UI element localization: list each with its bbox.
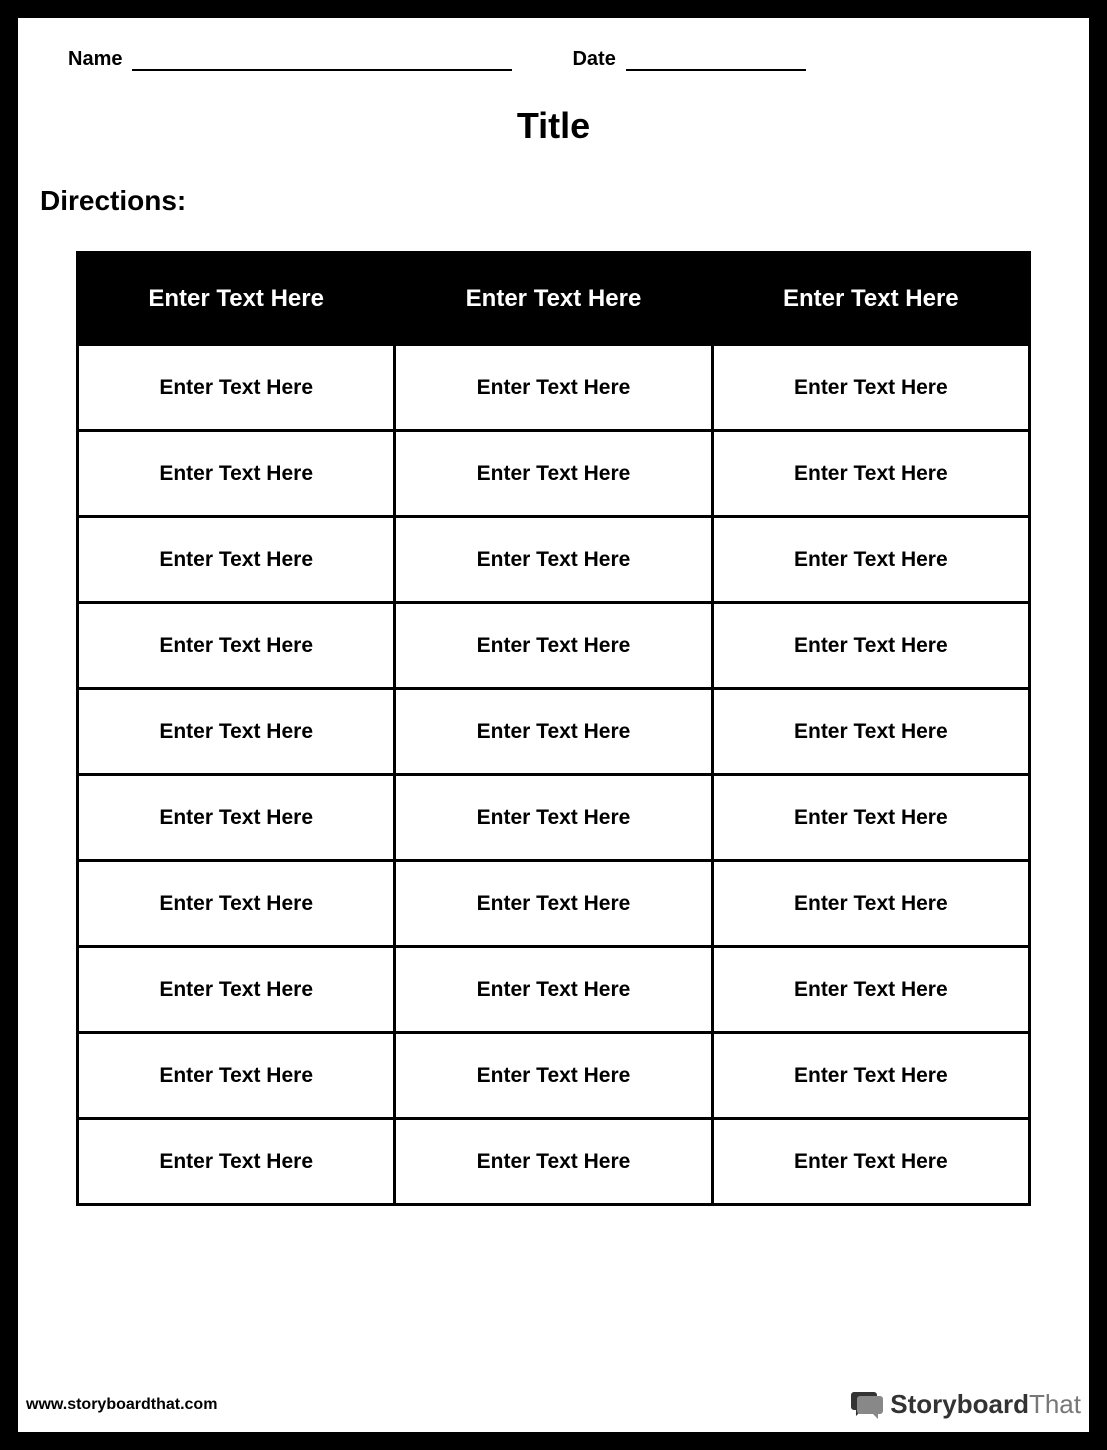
brand-text-bold: Storyboard <box>890 1389 1029 1419</box>
table-cell[interactable]: Enter Text Here <box>78 947 395 1033</box>
table-cell[interactable]: Enter Text Here <box>712 861 1029 947</box>
table-cell[interactable]: Enter Text Here <box>78 861 395 947</box>
table-cell[interactable]: Enter Text Here <box>395 517 712 603</box>
table-cell[interactable]: Enter Text Here <box>395 431 712 517</box>
table-cell[interactable]: Enter Text Here <box>78 1033 395 1119</box>
table-cell[interactable]: Enter Text Here <box>78 775 395 861</box>
table-row: Enter Text Here Enter Text Here Enter Te… <box>78 517 1030 603</box>
table-cell[interactable]: Enter Text Here <box>395 1119 712 1205</box>
table-cell[interactable]: Enter Text Here <box>712 431 1029 517</box>
table-cell[interactable]: Enter Text Here <box>712 345 1029 431</box>
table-row: Enter Text Here Enter Text Here Enter Te… <box>78 947 1030 1033</box>
table-cell[interactable]: Enter Text Here <box>712 1119 1029 1205</box>
directions-label[interactable]: Directions: <box>40 185 1067 217</box>
worksheet-page: Name Date Title Directions: Enter Text H… <box>0 0 1107 1450</box>
table-header-row: Enter Text Here Enter Text Here Enter Te… <box>78 253 1030 345</box>
table-cell[interactable]: Enter Text Here <box>78 603 395 689</box>
table-header-cell[interactable]: Enter Text Here <box>78 253 395 345</box>
table-cell[interactable]: Enter Text Here <box>395 1033 712 1119</box>
name-input-line[interactable] <box>132 57 512 71</box>
table-row: Enter Text Here Enter Text Here Enter Te… <box>78 775 1030 861</box>
table-row: Enter Text Here Enter Text Here Enter Te… <box>78 1119 1030 1205</box>
table-row: Enter Text Here Enter Text Here Enter Te… <box>78 861 1030 947</box>
table-cell[interactable]: Enter Text Here <box>395 603 712 689</box>
table-row: Enter Text Here Enter Text Here Enter Te… <box>78 689 1030 775</box>
table-cell[interactable]: Enter Text Here <box>78 345 395 431</box>
table-container: Enter Text Here Enter Text Here Enter Te… <box>76 251 1031 1206</box>
top-fields: Name Date <box>40 42 1067 71</box>
table-row: Enter Text Here Enter Text Here Enter Te… <box>78 345 1030 431</box>
table-cell[interactable]: Enter Text Here <box>395 947 712 1033</box>
table-row: Enter Text Here Enter Text Here Enter Te… <box>78 1033 1030 1119</box>
table-cell[interactable]: Enter Text Here <box>78 517 395 603</box>
table-cell[interactable]: Enter Text Here <box>395 345 712 431</box>
worksheet-table: Enter Text Here Enter Text Here Enter Te… <box>76 251 1031 1206</box>
table-header-cell[interactable]: Enter Text Here <box>395 253 712 345</box>
table-cell[interactable]: Enter Text Here <box>712 775 1029 861</box>
brand-text: StoryboardThat <box>890 1389 1081 1420</box>
table-cell[interactable]: Enter Text Here <box>712 603 1029 689</box>
table-cell[interactable]: Enter Text Here <box>395 689 712 775</box>
table-row: Enter Text Here Enter Text Here Enter Te… <box>78 603 1030 689</box>
table-cell[interactable]: Enter Text Here <box>712 947 1029 1033</box>
table-cell[interactable]: Enter Text Here <box>78 689 395 775</box>
table-cell[interactable]: Enter Text Here <box>712 517 1029 603</box>
date-label: Date <box>572 48 615 71</box>
table-cell[interactable]: Enter Text Here <box>712 1033 1029 1119</box>
brand-logo: StoryboardThat <box>850 1389 1081 1420</box>
brand-text-light: That <box>1029 1389 1081 1419</box>
table-header-cell[interactable]: Enter Text Here <box>712 253 1029 345</box>
name-field: Name <box>68 48 512 71</box>
table-cell[interactable]: Enter Text Here <box>712 689 1029 775</box>
table-cell[interactable]: Enter Text Here <box>78 1119 395 1205</box>
table-row: Enter Text Here Enter Text Here Enter Te… <box>78 431 1030 517</box>
speech-bubble-icon <box>850 1390 884 1420</box>
name-label: Name <box>68 48 122 71</box>
date-input-line[interactable] <box>626 57 806 71</box>
page-title[interactable]: Title <box>40 105 1067 147</box>
table-cell[interactable]: Enter Text Here <box>395 775 712 861</box>
table-cell[interactable]: Enter Text Here <box>395 861 712 947</box>
footer: www.storyboardthat.com StoryboardThat <box>18 1389 1089 1420</box>
footer-url: www.storyboardthat.com <box>26 1396 217 1414</box>
date-field: Date <box>572 48 805 71</box>
table-cell[interactable]: Enter Text Here <box>78 431 395 517</box>
